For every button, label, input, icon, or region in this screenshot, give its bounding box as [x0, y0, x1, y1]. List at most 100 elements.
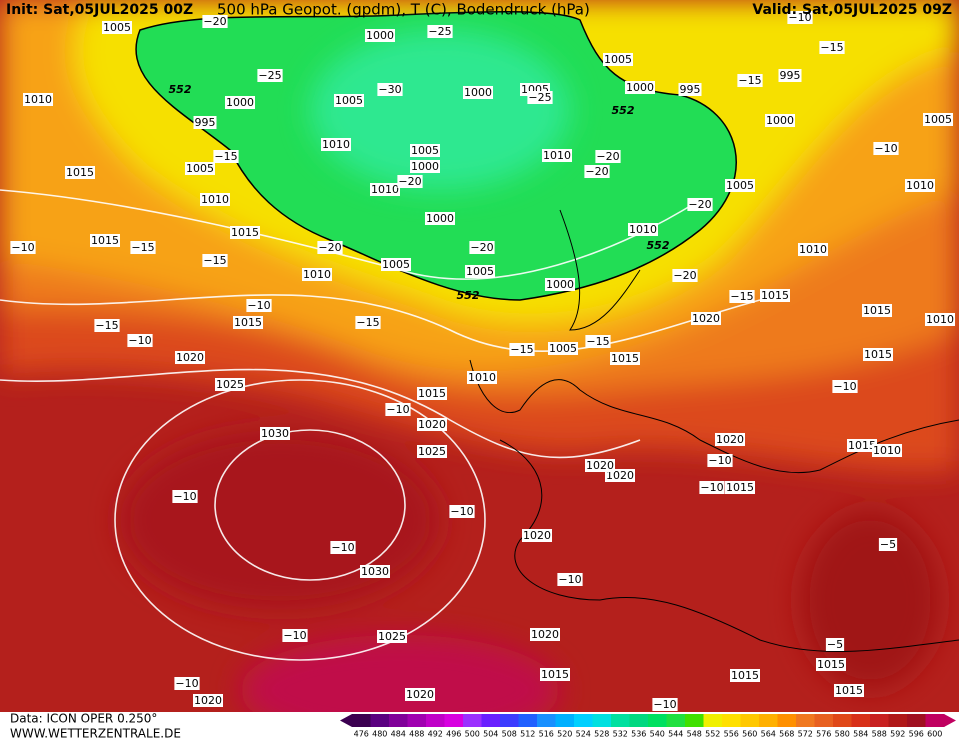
colorbar-cell	[722, 714, 741, 727]
pressure-label: 1000	[411, 160, 439, 173]
pressure-label: 1000	[766, 114, 794, 127]
pressure-label: 1005	[103, 21, 131, 34]
colorbar-cell	[555, 714, 575, 727]
temperature-label-box	[377, 83, 403, 96]
pressure-label: 1015	[234, 316, 262, 329]
pressure-label: 1010	[468, 371, 496, 384]
temperature-label-box	[878, 538, 898, 551]
temperature-label: −20	[203, 15, 226, 28]
pressure-label: 1005	[549, 342, 577, 355]
pressure-label: 1015	[761, 289, 789, 302]
pressure-label-box	[410, 144, 440, 157]
pressure-label-box	[465, 265, 495, 278]
pressure-label: 1000	[366, 29, 394, 42]
colorbar-cell	[666, 714, 686, 727]
colorbar-cell	[407, 714, 427, 727]
height-label: 552	[612, 104, 635, 117]
pressure-label: 1005	[411, 144, 439, 157]
pressure-label: 1020	[176, 351, 204, 364]
pressure-label-box	[905, 179, 935, 192]
pressure-label-box	[530, 628, 560, 641]
pressure-label-box	[798, 243, 828, 256]
colorbar-cell	[814, 714, 834, 727]
pressure-label-box	[225, 96, 255, 109]
temperature-label: −15	[586, 335, 609, 348]
colorbar-label: 508	[502, 730, 517, 739]
pressure-label: 1000	[426, 212, 454, 225]
pressure-label: 1015	[731, 669, 759, 682]
pressure-label-box	[90, 234, 120, 247]
pressure-label: 1005	[382, 258, 410, 271]
pressure-label-box	[925, 313, 955, 326]
temperature-label-box	[282, 629, 308, 642]
colorbar-cell	[925, 714, 945, 727]
pressure-label: 1015	[418, 387, 446, 400]
temperature-label: −10	[558, 573, 581, 586]
temperature-label: −10	[653, 698, 676, 711]
pressure-label: 1000	[546, 278, 574, 291]
pressure-label-box	[628, 223, 658, 236]
temperature-label-box	[172, 490, 198, 503]
pressure-label-box	[585, 459, 615, 472]
map-labels: 1005 1010 1015 1010 1015 1015 1010 1015 1020 1025…	[10, 11, 955, 711]
pressure-label: 1010	[926, 313, 954, 326]
pressure-label: 1020	[692, 312, 720, 325]
colorbar-label: 536	[631, 730, 646, 739]
colorbar-cell	[370, 714, 390, 727]
colorbar-label: 592	[890, 730, 905, 739]
colorbar-cell	[740, 714, 760, 727]
pressure-label-box	[233, 316, 263, 329]
temperature-label: −15	[131, 241, 154, 254]
height-label: 552	[457, 289, 480, 302]
pressure-label-box	[377, 630, 407, 643]
temperature-label: −10	[700, 481, 723, 494]
pressure-label: 1015	[231, 226, 259, 239]
pressure-label: 1010	[799, 243, 827, 256]
temperature-label: −20	[470, 241, 493, 254]
temperature-label-box	[449, 505, 475, 518]
pressure-label: 1005	[924, 113, 952, 126]
temperature-label: −20	[596, 150, 619, 163]
colorbar-cell	[629, 714, 649, 727]
temperature-label: −20	[585, 165, 608, 178]
colorbar-label: 476	[354, 730, 369, 739]
temperature-label: −30	[378, 83, 401, 96]
colorbar-label: 556	[724, 730, 739, 739]
colorbar-label: 548	[687, 730, 702, 739]
temperature-label: −20	[398, 175, 421, 188]
colorbar-cell	[518, 714, 538, 727]
temperature-label: −20	[688, 198, 711, 211]
colorbar-label: 520	[557, 730, 572, 739]
pressure-label: 1015	[863, 304, 891, 317]
pressure-label-box	[540, 668, 570, 681]
colorbar-label: 544	[668, 730, 683, 739]
height-label: 552	[169, 83, 192, 96]
pressure-label: 1015	[835, 684, 863, 697]
pressure-label: 1015	[726, 481, 754, 494]
temperature-label: −15	[738, 74, 761, 87]
temperature-label-box	[832, 380, 858, 393]
pressure-label-box	[417, 445, 447, 458]
temperature-label-box	[330, 541, 356, 554]
temperature-label-box	[707, 454, 733, 467]
pressure-label-box	[365, 29, 395, 42]
pressure-label-box	[381, 258, 411, 271]
colorbar-label: 528	[594, 730, 609, 739]
temperature-label-box	[787, 11, 813, 24]
colorbar: 476 480 484 488 492 496 500 504 508 512 516 520 524 5…	[340, 714, 956, 739]
pressure-label: 995	[680, 83, 701, 96]
temperature-label-box	[10, 241, 36, 254]
colorbar-cell	[537, 714, 556, 727]
colorbar-cell	[888, 714, 908, 727]
temperature-label: −10	[331, 541, 354, 554]
pressure-label-box	[102, 21, 132, 34]
pressure-label-box	[603, 53, 633, 66]
pressure-label: 1025	[418, 445, 446, 458]
pressure-label: 1020	[586, 459, 614, 472]
pressure-label-box	[370, 183, 400, 196]
temperature-label-box	[94, 319, 120, 332]
temperature-label-box	[427, 25, 453, 38]
temperature-label: −10	[128, 334, 151, 347]
